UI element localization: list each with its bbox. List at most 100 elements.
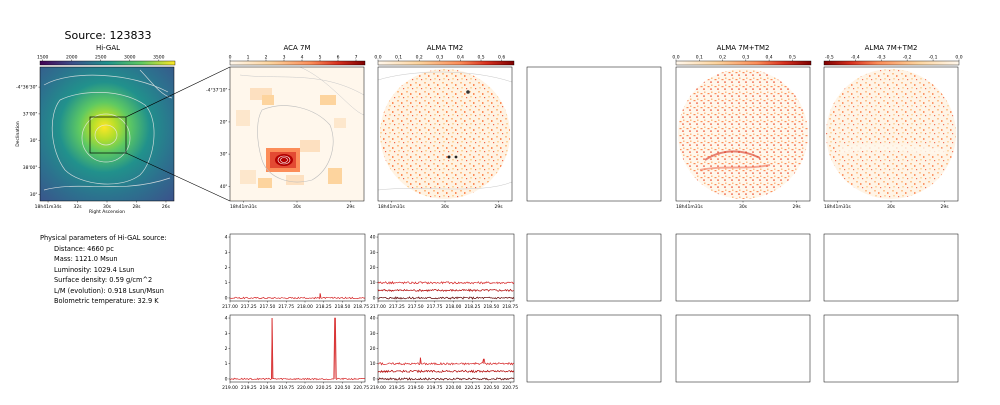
colorbar-tick-label: 0.3 (436, 55, 443, 61)
aca-image (229, 66, 365, 202)
empty-image-panel (526, 66, 662, 202)
physical-heading: Physical parameters of Hi-GAL source: (40, 234, 167, 242)
y-tick-label: 40 (370, 316, 376, 322)
spectrum-series-line (377, 357, 515, 366)
y-tick-label: 0 (373, 376, 376, 382)
empty-spectrum-panel (675, 233, 811, 302)
x-tick-label: 217.00 (370, 304, 386, 310)
x-tick-label: 218.75 (353, 304, 369, 310)
physical-line: Luminosity: 1029.4 Lsun (54, 265, 135, 274)
y-tick-label: 1 (225, 361, 228, 367)
x-tick-label: 220.00 (297, 385, 313, 391)
x-tick-label: 18h41m31s (230, 204, 257, 210)
zoom-connector-top (125, 66, 231, 118)
zoom-connector-bottom (125, 152, 231, 202)
zoom-box (89, 116, 127, 154)
colorbar-tick-label: -0.2 (903, 55, 912, 61)
source-title: Source: 123833 (65, 29, 152, 42)
x-tick-label: 30s (739, 204, 748, 210)
aca-spectrum-low-frame (229, 233, 366, 302)
x-tick-label: 29s (793, 204, 802, 210)
y-tick-label: 20" (220, 119, 228, 125)
x-tick-label: 219.50 (260, 385, 276, 391)
panel-title-tm2: ALMA TM2 (427, 44, 464, 52)
x-tick-label: 18h41m34s (35, 204, 62, 210)
x-tick-label: 218.25 (316, 304, 332, 310)
x-tick-label: 219.25 (241, 385, 257, 391)
colorbar-tick-label: 0.3 (742, 55, 749, 61)
x-tick-label: 220.25 (316, 385, 332, 391)
x-tick-label: 26s (162, 204, 171, 210)
panel-title-comb1: ALMA 7M+TM2 (717, 44, 770, 52)
y-tick-label: 30" (220, 152, 228, 158)
physical-line: Bolometric temperature: 32.9 K (54, 297, 159, 305)
spectrum-series-line (377, 296, 515, 300)
x-tick-label: 217.50 (260, 304, 276, 310)
colorbar-tick-label: -0.3 (877, 55, 886, 61)
x-tick-label: 18h41m31s (676, 204, 703, 210)
x-tick-label: 217.75 (427, 304, 443, 310)
x-tick-label: 220.75 (353, 385, 369, 391)
x-tick-label: 219.75 (278, 385, 294, 391)
colorbar-tick-label: 3500 (153, 55, 165, 61)
x-tick-label: 218.75 (502, 304, 518, 310)
x-tick-label: 30s (441, 204, 450, 210)
y-tick-label: 20 (370, 346, 376, 352)
colorbar-tick-label: 1 (247, 55, 250, 61)
x-tick-label: 218.50 (483, 304, 499, 310)
y-tick-label: 2 (225, 265, 228, 271)
y-tick-label: 10 (370, 280, 376, 286)
x-tick-label: 219.00 (222, 385, 238, 391)
x-tick-label: 217.25 (389, 304, 405, 310)
higal-ylabel: Declination (15, 121, 21, 147)
x-tick-label: 32s (73, 204, 82, 210)
colorbar-tick-label: 0.1 (696, 55, 703, 61)
colorbar-aca (229, 60, 366, 66)
y-tick-label: 37'00" (23, 111, 38, 117)
colorbar-tick-label: 0.6 (498, 55, 505, 61)
x-tick-label: 29s (941, 204, 950, 210)
colorbar-tick-label: 3 (283, 55, 286, 61)
x-tick-label: 219.75 (427, 385, 443, 391)
colorbar-tick-label: 2000 (66, 55, 78, 61)
colorbar-tick-label: 0.0 (672, 55, 679, 61)
colorbar-tick-label: 0.2 (416, 55, 423, 61)
aca-spectrum-high-frame (229, 314, 366, 383)
colorbar-higal (39, 60, 176, 66)
x-tick-label: 218.25 (465, 304, 481, 310)
y-tick-label: 3 (225, 331, 228, 337)
physical-line: L/M (evolution): 0.918 Lsun/Msun (54, 286, 164, 295)
x-tick-label: 29s (347, 204, 356, 210)
x-tick-label: 220.50 (483, 385, 499, 391)
colorbar-tick-label: 5 (319, 55, 322, 61)
tm2-image (377, 66, 513, 202)
x-tick-label: 219.00 (370, 385, 386, 391)
colorbar-tick-label: 0.0 (955, 55, 962, 61)
y-tick-label: 2 (225, 346, 228, 352)
y-tick-label: 1 (225, 280, 228, 286)
y-tick-label: 30" (30, 192, 38, 198)
colorbar-tick-label: 0.1 (395, 55, 402, 61)
x-tick-label: 219.50 (408, 385, 424, 391)
colorbar-tick-label: 0.2 (719, 55, 726, 61)
x-tick-label: 28s (132, 204, 141, 210)
spectrum-series-line (377, 288, 515, 293)
colorbar-tick-label: 7 (355, 55, 358, 61)
x-tick-label: 30s (103, 204, 112, 210)
colorbar-tick-label: 3000 (124, 55, 136, 61)
y-tick-label: -4°37'10" (206, 87, 228, 93)
higal-xlabel: Right Ascension (89, 209, 125, 215)
x-tick-label: 220.00 (446, 385, 462, 391)
y-tick-label: 30 (370, 250, 376, 256)
x-tick-label: 30s (293, 204, 302, 210)
colorbar-tick-label: 2500 (95, 55, 107, 61)
y-tick-label: 0 (225, 376, 228, 382)
y-tick-label: 4 (225, 235, 228, 241)
empty-spectrum-panel (675, 314, 811, 383)
x-tick-label: 217.50 (408, 304, 424, 310)
colorbar-tick-label: -0.4 (851, 55, 860, 61)
physical-line: Distance: 4660 pc (54, 244, 114, 253)
x-tick-label: 220.75 (502, 385, 518, 391)
colorbar-tick-label: 0.4 (766, 55, 773, 61)
